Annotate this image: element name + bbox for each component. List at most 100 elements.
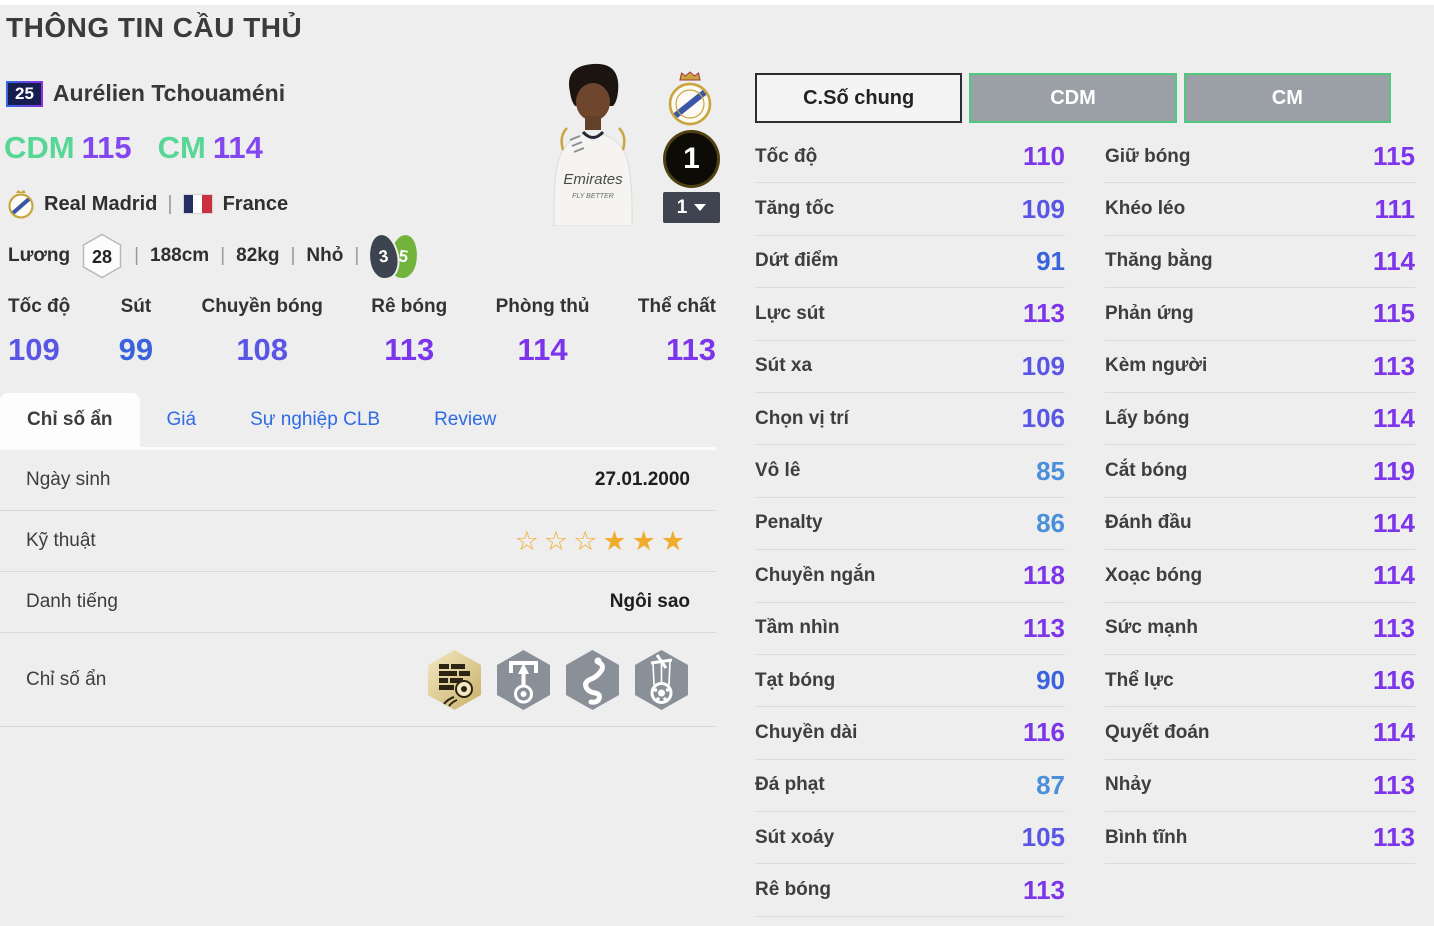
summary-stat-value: 108 xyxy=(236,332,289,367)
physical-info-row: Lương 28 | 188cm | 82kg | Nhỏ | 3 5 xyxy=(8,230,421,282)
tab-chỉ-số-ẩn[interactable]: Chỉ số ẩn xyxy=(0,393,140,447)
position-ratings: CDM 115 CM 114 xyxy=(4,130,263,166)
summary-stat: Chuyền bóng 108 xyxy=(201,296,322,368)
star-empty-icon: ☆ xyxy=(543,525,574,556)
stat-label: Dứt điểm xyxy=(755,250,839,272)
summary-stat-label: Tốc độ xyxy=(8,296,71,317)
stat-row: Lấy bóng 114 xyxy=(1105,393,1415,446)
stat-value: 114 xyxy=(1373,560,1415,591)
detail-stat-tabs: C.Số chung CDM CM xyxy=(755,73,1391,123)
page-title: THÔNG TIN CẦU THỦ xyxy=(6,12,303,43)
stat-row: Sút xoáy 105 xyxy=(755,812,1065,865)
tab-review[interactable]: Review xyxy=(434,409,497,430)
detail-tab-cm[interactable]: CM xyxy=(1183,73,1391,123)
tab-sự-nghiệp-clb[interactable]: Sự nghiệp CLB xyxy=(250,409,381,430)
france-flag-icon xyxy=(182,194,213,214)
player-photo: Emirates FLY BETTER xyxy=(524,58,662,231)
stat-label: Lấy bóng xyxy=(1105,407,1190,429)
stat-value: 111 xyxy=(1374,193,1415,224)
stat-value: 119 xyxy=(1373,455,1415,486)
jersey-number: 25 xyxy=(8,82,41,105)
summary-stat: Tốc độ 109 xyxy=(8,296,70,368)
stat-row: Chuyền dài 116 xyxy=(755,707,1065,760)
jersey-number-badge: 25 xyxy=(6,80,43,107)
info-label: Chỉ số ẩn xyxy=(26,668,107,690)
stat-value: 87 xyxy=(1036,769,1065,800)
stat-label: Rê bóng xyxy=(755,879,831,901)
snake-dribbler-icon xyxy=(566,649,619,710)
stat-row: Thể lực 116 xyxy=(1105,655,1415,708)
stat-value: 109 xyxy=(1021,350,1065,381)
info-tabs: Chỉ số ẩn Giá Sự nghiệp CLB Review xyxy=(0,393,716,450)
stat-value: 110 xyxy=(1023,141,1065,172)
stat-value: 91 xyxy=(1036,245,1065,276)
stat-label: Thăng bằng xyxy=(1105,250,1213,272)
stat-row: Khéo léo 111 xyxy=(1105,183,1415,236)
stat-value: 114 xyxy=(1373,507,1415,538)
stat-value: 109 xyxy=(1021,193,1065,224)
detail-tab-c-số-chung[interactable]: C.Số chung xyxy=(755,73,963,123)
summary-stat-label: Sút xyxy=(120,296,152,317)
salary-hex-badge: 28 xyxy=(81,233,123,279)
stat-value: 106 xyxy=(1021,403,1065,434)
stat-label: Sút xa xyxy=(755,355,813,377)
nation-name: France xyxy=(222,192,289,215)
position-cm: CM 114 xyxy=(158,130,263,166)
stat-label: Giữ bóng xyxy=(1105,145,1191,167)
stat-row: Đá phạt 87 xyxy=(755,760,1065,813)
salary-value: 28 xyxy=(92,247,112,267)
divider: | xyxy=(354,245,360,266)
position-cdm: CDM 115 xyxy=(4,130,132,166)
stat-row: Kèm người 113 xyxy=(1105,341,1415,393)
summary-stat-value: 114 xyxy=(517,332,568,367)
divider: | xyxy=(167,192,173,215)
info-table: Ngày sinh 27.01.2000 Kỹ thuật ☆☆☆★★★ Dan… xyxy=(0,450,716,727)
stat-label: Phản ứng xyxy=(1105,302,1194,324)
star-filled-icon: ★ xyxy=(631,525,661,556)
stat-row: Xoạc bóng 114 xyxy=(1105,550,1415,603)
stat-label: Quyết đoán xyxy=(1105,721,1210,743)
stat-row: Tạt bóng 90 xyxy=(755,655,1065,708)
position-label: CM xyxy=(157,130,206,165)
summary-stat: Rê bóng 113 xyxy=(371,296,447,368)
tab-giá[interactable]: Giá xyxy=(166,409,197,430)
stat-row: Dứt điểm 91 xyxy=(755,236,1065,289)
stat-value: 90 xyxy=(1036,665,1065,696)
summary-stat-value: 99 xyxy=(118,332,154,367)
level-select-dropdown[interactable]: 1 xyxy=(663,192,720,223)
summary-stat: Phòng thủ 114 xyxy=(496,296,590,368)
stat-value: 113 xyxy=(1023,298,1065,329)
stat-label: Lực sút xyxy=(755,302,825,324)
stat-row: Tầm nhìn 113 xyxy=(755,603,1065,655)
top-strip xyxy=(0,0,1434,5)
stat-label: Tăng tốc xyxy=(755,198,835,220)
stat-value: 114 xyxy=(1373,245,1415,276)
stat-value: 115 xyxy=(1373,141,1415,172)
info-label: Ngày sinh xyxy=(26,469,111,490)
detail-stats-column-2: Giữ bóng 115 Khéo léo 111 Thăng bằng 114 Phản … xyxy=(1105,131,1415,917)
stat-label: Tầm nhìn xyxy=(755,617,840,639)
stat-value: 116 xyxy=(1373,665,1415,696)
stat-row: Tốc độ 110 xyxy=(755,131,1065,184)
shirt-slogan-text: FLY BETTER xyxy=(572,193,614,200)
stat-label: Đánh đầu xyxy=(1105,512,1192,534)
height-value: 188cm xyxy=(150,245,210,266)
upgrade-level-badge: 1 xyxy=(663,130,720,188)
real-madrid-crest-icon xyxy=(668,71,712,126)
stat-label: Thể lực xyxy=(1105,669,1174,691)
puppet-master-ball-icon xyxy=(635,649,688,710)
stat-value: 114 xyxy=(1373,717,1415,748)
stat-value: 113 xyxy=(1373,822,1415,853)
position-rating: 115 xyxy=(81,130,132,165)
summary-stat-value: 113 xyxy=(665,332,716,367)
star-empty-icon: ☆ xyxy=(573,525,603,556)
summary-stat-label: Thể chất xyxy=(637,296,716,317)
fame-value: Ngôi sao xyxy=(609,591,690,612)
stat-label: Bình tĩnh xyxy=(1105,826,1188,848)
position-label: CDM xyxy=(4,130,75,165)
summary-stats: Tốc độ 109 Sút 99 Chuyền bóng 108 Rê bóng 113 Ph… xyxy=(8,296,716,368)
detail-tab-cdm[interactable]: CDM xyxy=(969,73,1177,123)
body-type-value: Nhỏ xyxy=(306,245,344,266)
stat-value: 114 xyxy=(1373,403,1415,434)
birth-date-value: 27.01.2000 xyxy=(594,469,690,490)
